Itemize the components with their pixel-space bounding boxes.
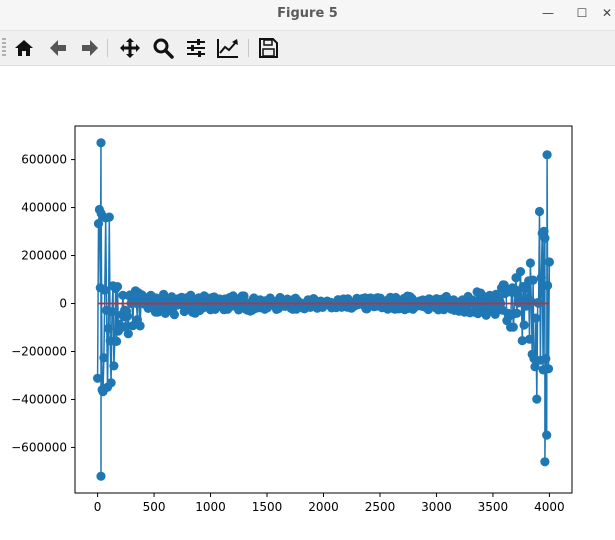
back-arrow-icon bbox=[50, 40, 66, 56]
data-point-marker bbox=[512, 308, 522, 318]
y-tick-label: −200000 bbox=[11, 344, 67, 358]
data-point-marker bbox=[112, 336, 122, 346]
data-point-marker bbox=[540, 457, 550, 467]
data-point-marker bbox=[524, 334, 535, 344]
data-point-marker bbox=[528, 275, 538, 285]
data-point-marker bbox=[107, 307, 117, 317]
data-point-marker bbox=[519, 320, 529, 330]
y-tick-label: 400000 bbox=[21, 201, 67, 215]
save-floppy-icon bbox=[259, 38, 278, 58]
data-point-marker bbox=[541, 354, 551, 364]
data-point-marker bbox=[543, 364, 554, 374]
data-point-marker bbox=[169, 310, 179, 320]
toolbar-separator bbox=[107, 39, 108, 57]
x-tick-label: 2000 bbox=[308, 500, 339, 514]
toolbar-separator bbox=[248, 39, 249, 57]
edit-axis-icon bbox=[217, 39, 238, 58]
data-point-marker bbox=[96, 138, 106, 148]
data-point-marker bbox=[540, 233, 550, 243]
home-button[interactable] bbox=[11, 35, 37, 61]
data-point-marker bbox=[112, 282, 123, 292]
data-point-marker bbox=[542, 150, 552, 160]
tick-layer: 0 500 1000 1500 2000 2500 3000 3500 4000 −600000 −… bbox=[11, 153, 565, 514]
x-tick-label: 3500 bbox=[478, 500, 509, 514]
data-point-marker bbox=[109, 361, 119, 371]
x-tick-label: 1000 bbox=[195, 500, 226, 514]
configure-subplots-button[interactable] bbox=[183, 35, 209, 61]
data-point-marker bbox=[106, 378, 116, 388]
data-point-marker bbox=[122, 311, 132, 321]
save-button[interactable] bbox=[255, 35, 281, 61]
minimize-button[interactable]: — bbox=[542, 6, 554, 20]
data-point-marker bbox=[520, 284, 530, 294]
data-point-marker bbox=[525, 258, 536, 268]
back-button[interactable] bbox=[45, 35, 71, 61]
configure-subplots-icon bbox=[187, 39, 205, 57]
y-tick-label: −400000 bbox=[11, 392, 67, 406]
x-tick-label: 3000 bbox=[421, 500, 452, 514]
plot-data-layer bbox=[93, 138, 555, 481]
data-point-marker bbox=[530, 362, 540, 372]
data-point-marker bbox=[239, 291, 249, 301]
data-point-marker bbox=[543, 280, 553, 291]
data-point-marker bbox=[536, 273, 546, 283]
data-point-marker bbox=[515, 267, 526, 277]
x-tick-label: 500 bbox=[143, 500, 166, 514]
data-point-marker bbox=[93, 373, 103, 383]
data-point-marker bbox=[103, 323, 113, 334]
window-titlebar: Figure 5 — ☐ ✕ bbox=[0, 0, 615, 31]
toolbar-grip[interactable] bbox=[2, 38, 6, 58]
data-point-marker bbox=[542, 430, 552, 440]
x-tick-label: 1500 bbox=[252, 500, 283, 514]
data-point-marker bbox=[517, 336, 527, 346]
data-point-marker bbox=[100, 285, 110, 295]
edit-axis-button[interactable] bbox=[215, 35, 241, 61]
pan-move-icon bbox=[120, 38, 140, 58]
data-point-marker bbox=[135, 321, 145, 331]
figure-canvas[interactable]: 0 500 1000 1500 2000 2500 3000 3500 4000 −600000 −… bbox=[0, 66, 615, 540]
pan-button[interactable] bbox=[117, 35, 143, 61]
data-point-marker bbox=[544, 257, 555, 267]
data-point-marker bbox=[441, 291, 451, 302]
y-tick-label: 600000 bbox=[21, 153, 67, 167]
data-point-marker bbox=[490, 309, 500, 319]
data-point-marker bbox=[121, 322, 131, 332]
data-point-marker bbox=[534, 206, 545, 217]
forward-arrow-icon bbox=[82, 40, 98, 56]
data-point-marker bbox=[104, 212, 114, 222]
home-icon bbox=[15, 40, 33, 56]
data-point-marker bbox=[123, 329, 133, 339]
y-tick-label: 200000 bbox=[21, 249, 67, 263]
forward-button[interactable] bbox=[77, 35, 103, 61]
data-point-marker bbox=[93, 219, 104, 229]
navigation-toolbar bbox=[0, 31, 615, 66]
x-tick-label: 0 bbox=[94, 500, 102, 514]
data-point-marker bbox=[96, 471, 106, 481]
data-point-marker bbox=[508, 322, 518, 332]
close-button[interactable]: ✕ bbox=[601, 6, 613, 20]
maximize-button[interactable]: ☐ bbox=[576, 6, 588, 20]
x-tick-label: 2500 bbox=[365, 500, 396, 514]
window-title: Figure 5 bbox=[277, 6, 338, 21]
x-tick-label: 4000 bbox=[534, 500, 565, 514]
y-tick-label: −600000 bbox=[11, 440, 67, 454]
data-point-marker bbox=[539, 226, 549, 236]
zoom-magnifier-icon bbox=[153, 38, 174, 59]
y-tick-label: 0 bbox=[59, 297, 67, 311]
data-point-marker bbox=[531, 313, 541, 323]
data-point-marker bbox=[99, 353, 109, 363]
zoom-button[interactable] bbox=[150, 35, 176, 61]
data-point-marker bbox=[532, 394, 542, 404]
